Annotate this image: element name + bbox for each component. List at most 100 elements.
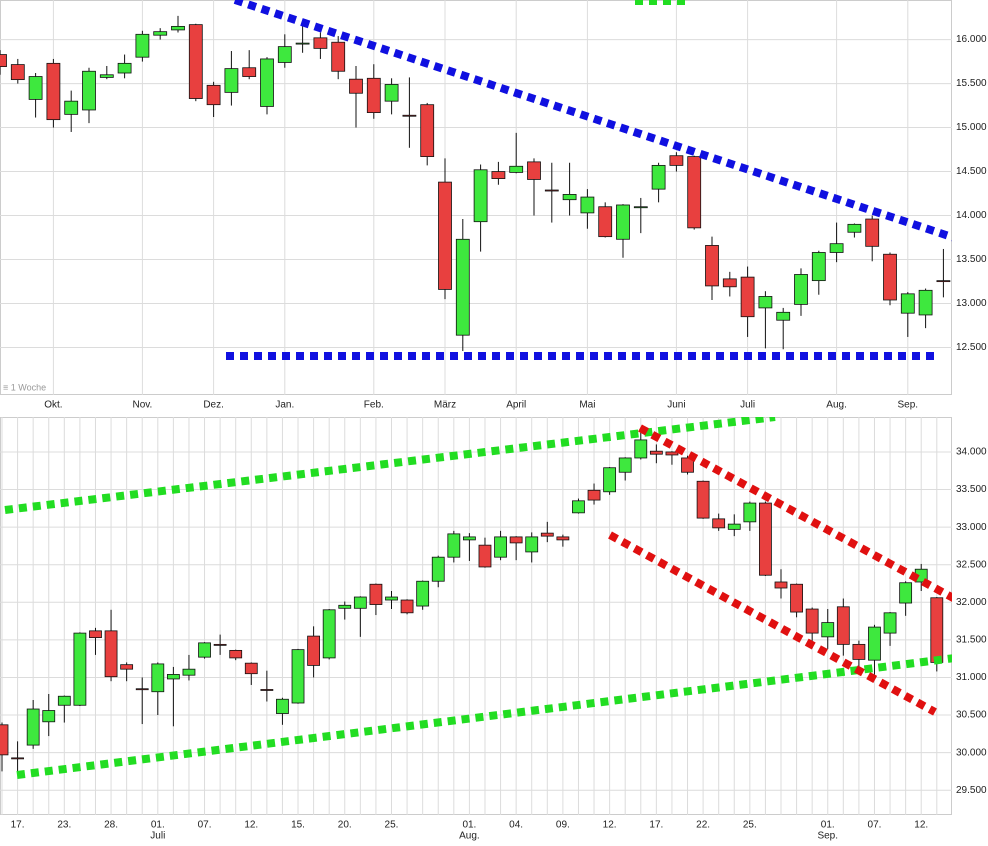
candle-body — [135, 688, 149, 691]
y-tick-label: 15.500 — [956, 78, 987, 89]
candle-body — [104, 630, 118, 678]
x-tick-label: 01. — [462, 820, 476, 831]
y-tick-label: 31.000 — [956, 672, 987, 683]
candle-body — [727, 523, 741, 530]
candle-body — [722, 278, 737, 288]
x-tick-label: Juni — [667, 400, 685, 411]
candle-body — [402, 114, 417, 117]
candle-body — [198, 642, 211, 658]
y-tick-label: 32.000 — [956, 597, 987, 608]
candle-body — [494, 536, 507, 558]
candle-body — [46, 62, 61, 121]
candle-body — [616, 204, 630, 240]
candle-body — [478, 544, 492, 568]
x-tick-label: Aug. — [826, 400, 847, 411]
x-tick-label: 23. — [57, 820, 71, 831]
candle-body — [669, 155, 684, 166]
y-tick-label: 32.500 — [956, 559, 987, 570]
candle-body — [276, 698, 289, 714]
y-tick-label: 31.500 — [956, 635, 987, 646]
x-tick-label: 12. — [244, 820, 258, 831]
candle-body — [794, 274, 808, 305]
candle-body — [649, 450, 663, 455]
candle-body — [384, 84, 399, 102]
trendline — [233, 0, 952, 242]
trendline — [608, 531, 937, 716]
x-tick-label: 04. — [509, 820, 523, 831]
y-tick-label: 14.000 — [956, 210, 987, 221]
candle-body — [868, 626, 881, 661]
x-tick-label: Mai — [579, 400, 595, 411]
candle-body — [900, 293, 915, 314]
x-tick-label: 09. — [556, 820, 570, 831]
x-tick-label: 25. — [743, 820, 757, 831]
trendline — [4, 417, 776, 514]
candle-body — [99, 74, 114, 78]
candle-body — [447, 533, 461, 558]
candle-body — [322, 609, 336, 659]
x-tick-label: 01. — [821, 820, 835, 831]
candle-body — [455, 238, 470, 336]
candle-body — [260, 689, 274, 691]
candle-body — [811, 252, 826, 282]
candle-body — [712, 518, 726, 529]
y-tick-label: 12.500 — [956, 342, 987, 353]
candle-body — [277, 46, 292, 63]
candle-body — [865, 218, 880, 247]
candle-body — [527, 161, 541, 180]
candle-body — [64, 100, 79, 115]
candle-body — [665, 451, 679, 456]
candle-body — [743, 502, 757, 523]
candle-body — [153, 31, 168, 36]
x-tick-label: 17. — [11, 820, 25, 831]
candle-body — [618, 457, 632, 473]
x-tick-label: April — [506, 400, 526, 411]
candle-body — [369, 583, 383, 605]
candle-body — [687, 156, 702, 229]
x-tick-label: 22. — [696, 820, 710, 831]
candle-body — [366, 77, 381, 114]
candle-body — [0, 54, 7, 67]
candle-body — [774, 581, 788, 589]
candle-body — [89, 630, 102, 639]
candle-body — [313, 37, 328, 49]
candle-body — [28, 76, 43, 100]
candle-body — [188, 24, 203, 99]
x-tick-label: 07. — [198, 820, 212, 831]
candle-body — [26, 708, 40, 746]
candle-body — [509, 536, 523, 544]
candle-body — [151, 663, 165, 693]
candle-body — [544, 189, 559, 192]
x-tick-label: Feb. — [364, 400, 384, 411]
candle-body — [509, 165, 524, 173]
interval-label: ≡ 1 Woche — [3, 382, 46, 392]
candle-body — [847, 223, 862, 233]
candle-body — [349, 78, 363, 94]
candle-body — [242, 67, 257, 77]
candle-body — [182, 668, 196, 676]
text-layer: ≡ 1 Woche 12.500 13.000 13.500 14.000 14.500… — [3, 34, 987, 841]
candle-body — [171, 25, 185, 31]
candle-body — [260, 58, 274, 107]
candle-body — [244, 662, 258, 675]
candle-body — [295, 42, 310, 45]
x-tick-label: 01. — [151, 820, 165, 831]
candle-body — [166, 674, 180, 680]
candle-body — [705, 245, 719, 287]
candle-body — [525, 536, 539, 553]
marks-layer — [0, 15, 951, 776]
y-tick-label: 14.500 — [956, 166, 987, 177]
candle-body — [603, 467, 617, 493]
candle-body — [540, 532, 554, 537]
y-tick-label: 15.000 — [956, 122, 987, 133]
x-tick-label: 25. — [385, 820, 399, 831]
y-tick-label: 16.000 — [956, 34, 987, 45]
candle-body — [936, 280, 951, 283]
candle-body — [562, 194, 577, 201]
candle-body — [790, 583, 803, 613]
x-tick-label: 15. — [291, 820, 305, 831]
candle-body — [580, 196, 595, 214]
y-tick-label: 33.500 — [956, 484, 987, 495]
trendlines — [4, 0, 952, 779]
candle-body — [883, 253, 897, 301]
